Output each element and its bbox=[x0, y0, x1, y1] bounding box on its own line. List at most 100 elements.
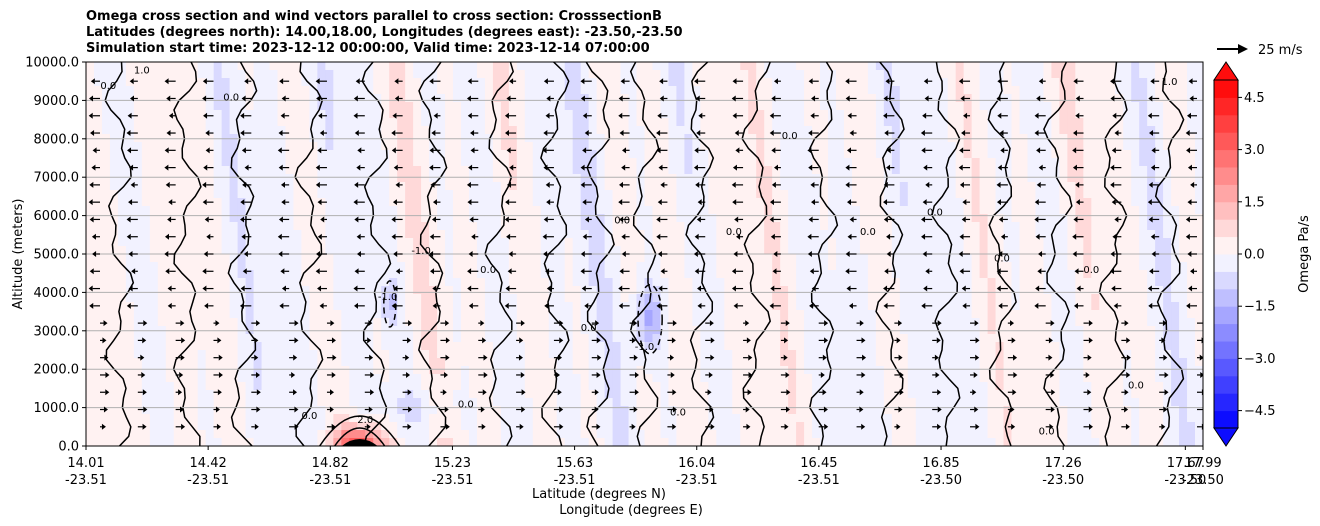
omega-cell bbox=[508, 310, 518, 319]
omega-cell bbox=[149, 238, 159, 247]
omega-cell bbox=[437, 78, 446, 87]
omega-cell bbox=[684, 174, 693, 183]
omega-cell bbox=[1067, 118, 1076, 127]
omega-cell bbox=[1011, 246, 1021, 255]
omega-cell bbox=[748, 230, 757, 239]
omega-cell bbox=[660, 230, 670, 239]
omega-cell bbox=[612, 254, 622, 263]
omega-cell bbox=[955, 118, 965, 127]
omega-cell bbox=[149, 190, 159, 199]
omega-cell bbox=[1067, 334, 1076, 343]
omega-cell bbox=[676, 294, 685, 303]
omega-cell bbox=[1011, 214, 1021, 223]
omega-cell bbox=[724, 334, 733, 343]
omega-cell bbox=[796, 158, 805, 167]
omega-cell bbox=[692, 238, 701, 247]
omega-cell bbox=[748, 198, 757, 207]
omega-cell bbox=[165, 78, 175, 87]
omega-cell bbox=[907, 254, 917, 263]
omega-cell bbox=[1163, 254, 1172, 263]
omega-cell bbox=[357, 182, 366, 191]
omega-cell bbox=[117, 270, 127, 279]
omega-cell bbox=[716, 70, 725, 79]
omega-cell bbox=[907, 86, 917, 95]
omega-cell bbox=[1091, 166, 1100, 175]
omega-cell bbox=[1019, 86, 1029, 95]
omega-cell bbox=[891, 318, 901, 327]
omega-cell bbox=[716, 150, 725, 159]
omega-cell bbox=[692, 150, 701, 159]
omega-cell bbox=[899, 318, 909, 327]
omega-cell bbox=[907, 222, 917, 231]
omega-cell bbox=[357, 310, 366, 319]
omega-cell bbox=[716, 310, 725, 319]
omega-cell bbox=[516, 302, 526, 311]
omega-cell bbox=[1195, 158, 1203, 167]
omega-cell bbox=[979, 214, 989, 223]
omega-cell bbox=[293, 174, 303, 183]
omega-cell bbox=[1155, 158, 1164, 167]
omega-cell bbox=[165, 182, 175, 191]
omega-cell bbox=[86, 334, 95, 343]
omega-cell bbox=[492, 126, 502, 135]
omega-cell bbox=[556, 78, 566, 87]
omega-cell bbox=[237, 246, 247, 255]
omega-cell bbox=[692, 334, 701, 343]
omega-cell bbox=[636, 126, 646, 135]
omega-cell bbox=[1155, 278, 1164, 287]
omega-cell bbox=[86, 182, 95, 191]
omega-cell bbox=[740, 150, 749, 159]
omega-cell bbox=[804, 118, 813, 127]
omega-cell bbox=[875, 150, 885, 159]
omega-cell bbox=[157, 206, 167, 215]
omega-cell bbox=[1107, 286, 1116, 295]
omega-cell bbox=[780, 222, 789, 231]
omega-cell bbox=[245, 238, 255, 247]
omega-cell bbox=[828, 286, 837, 295]
omega-cell bbox=[843, 230, 853, 239]
omega-cell bbox=[508, 294, 518, 303]
omega-cell bbox=[285, 286, 295, 295]
omega-cell bbox=[556, 342, 566, 351]
omega-cell bbox=[508, 110, 518, 119]
omega-cell bbox=[269, 278, 279, 287]
omega-cell bbox=[405, 230, 414, 239]
omega-cell bbox=[1035, 126, 1045, 135]
omega-cell bbox=[165, 334, 175, 343]
omega-cell bbox=[516, 310, 526, 319]
omega-cell bbox=[365, 70, 374, 79]
omega-cell bbox=[301, 62, 310, 71]
omega-cell bbox=[333, 334, 342, 343]
omega-cell bbox=[979, 270, 989, 279]
omega-cell bbox=[165, 102, 175, 111]
omega-cell bbox=[149, 222, 159, 231]
omega-cell bbox=[748, 118, 757, 127]
omega-cell bbox=[445, 142, 454, 151]
omega-cell bbox=[780, 142, 789, 151]
omega-cell bbox=[508, 158, 518, 167]
omega-cell bbox=[724, 174, 733, 183]
omega-cell bbox=[1027, 278, 1037, 287]
omega-cell bbox=[1091, 62, 1100, 71]
omega-cell bbox=[987, 94, 997, 103]
omega-cell bbox=[429, 102, 438, 111]
omega-cell bbox=[947, 310, 957, 319]
omega-cell bbox=[500, 294, 510, 303]
omega-cell bbox=[197, 78, 207, 87]
omega-cell bbox=[205, 310, 215, 319]
omega-cell bbox=[1187, 318, 1196, 327]
omega-cell bbox=[724, 158, 733, 167]
omega-cell bbox=[437, 110, 446, 119]
omega-cell bbox=[405, 118, 414, 127]
omega-cell bbox=[740, 230, 749, 239]
omega-cell bbox=[596, 254, 606, 263]
omega-cell bbox=[859, 302, 869, 311]
omega-cell bbox=[229, 214, 239, 223]
omega-cell bbox=[820, 286, 829, 295]
omega-cell bbox=[660, 182, 670, 191]
omega-cell bbox=[421, 294, 430, 303]
omega-cell bbox=[780, 118, 789, 127]
omega-cell bbox=[724, 166, 733, 175]
omega-cell bbox=[253, 94, 263, 103]
omega-cell bbox=[341, 214, 350, 223]
